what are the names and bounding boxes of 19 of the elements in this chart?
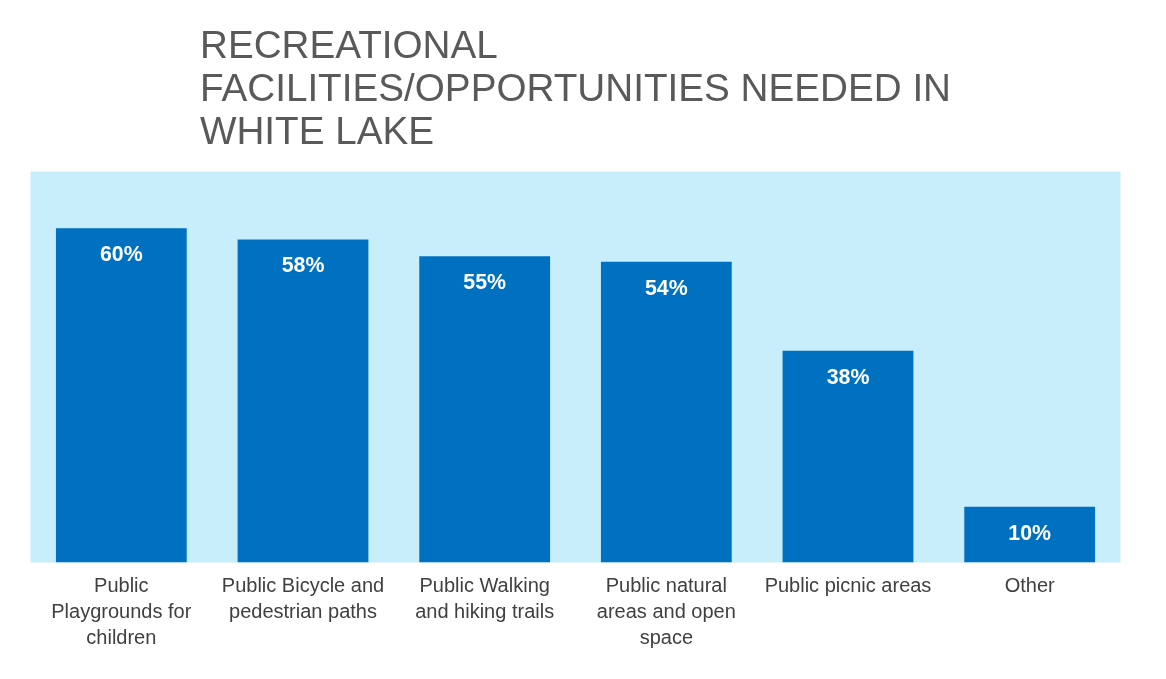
data-label: 55% <box>463 270 507 295</box>
x-tick-label: Public natural areas and open space <box>596 573 736 649</box>
bar <box>964 506 1096 563</box>
data-label: 38% <box>826 364 870 389</box>
chart-title: RECREATIONAL FACILITIES/OPPORTUNITIES NEEDED IN WHITE LAKE <box>199 22 952 152</box>
data-label: 58% <box>281 253 325 278</box>
bar <box>782 350 914 563</box>
x-tick-label: Public Walking and hiking trails <box>415 573 555 622</box>
bar <box>600 261 732 563</box>
data-label: 10% <box>1008 520 1052 545</box>
bar <box>419 256 551 563</box>
x-tick-label: Other <box>1004 573 1056 596</box>
bar <box>55 228 187 563</box>
data-label: 54% <box>644 275 688 300</box>
data-label: 60% <box>99 242 143 267</box>
x-tick-label: Public picnic areas <box>764 573 932 596</box>
x-tick-label: Public Playgrounds for children <box>51 573 192 649</box>
bar <box>237 239 369 563</box>
x-tick-label: Public Bicycle and pedestrian paths <box>221 573 385 622</box>
